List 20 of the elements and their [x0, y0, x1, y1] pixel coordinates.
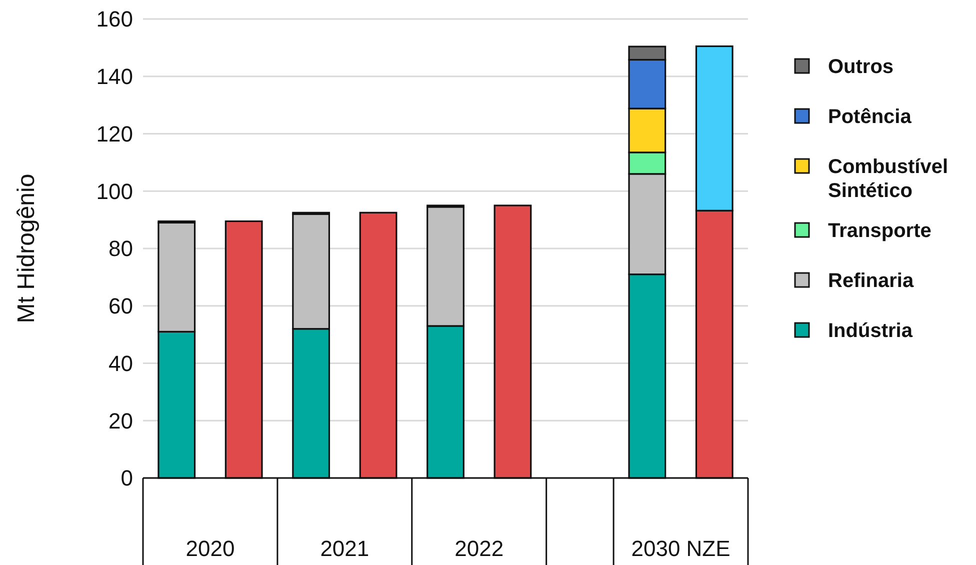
legend-label: Outros [828, 56, 894, 78]
x-tick-label: 2030 NZE [631, 536, 730, 561]
legend-label: Potência [828, 106, 912, 128]
x-tick-label: 2020 [186, 536, 235, 561]
y-tick-label: 60 [108, 294, 133, 319]
legend-label: Transporte [828, 220, 932, 242]
y-tick-label: 160 [96, 6, 133, 32]
y-tick-label: 40 [108, 350, 133, 376]
y-tick-label: 100 [96, 178, 133, 204]
x-tick-label: 2022 [454, 536, 504, 561]
y-tick-label: 0 [120, 466, 133, 491]
legend-label: Refinaria [828, 270, 914, 292]
legend-label: Indústria [828, 320, 914, 342]
y-tick-label: 140 [96, 64, 133, 90]
y-tick-label: 20 [108, 408, 133, 434]
y-tick-label: 80 [108, 236, 133, 262]
x-tick-label: 2021 [320, 536, 370, 561]
y-tick-label: 120 [96, 121, 133, 146]
legend-label: Combustível Sintético [828, 156, 948, 202]
y-axis-title: Mt Hidrogênio [13, 174, 40, 324]
